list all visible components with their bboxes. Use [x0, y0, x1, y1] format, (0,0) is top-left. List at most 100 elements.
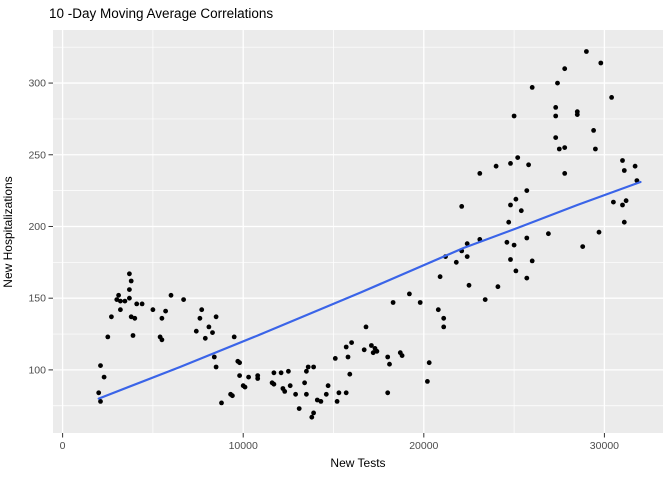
data-point: [441, 324, 447, 330]
y-tick-label: 150: [28, 293, 46, 305]
data-point: [464, 254, 470, 259]
data-point: [546, 231, 551, 237]
y-tick-label: 300: [28, 78, 46, 90]
data-point: [562, 145, 568, 151]
data-point: [526, 162, 531, 168]
x-axis-label: New Tests: [330, 456, 386, 470]
data-point: [282, 389, 288, 394]
data-point: [98, 399, 103, 404]
data-point: [246, 374, 252, 380]
data-point: [109, 314, 114, 320]
data-point: [493, 163, 499, 169]
data-point: [621, 219, 627, 225]
data-point: [511, 242, 517, 248]
data-point: [318, 399, 324, 404]
data-point: [150, 307, 156, 313]
data-point: [466, 282, 472, 288]
data-point: [159, 315, 165, 321]
data-point: [323, 391, 329, 397]
data-point: [553, 113, 559, 119]
data-point: [336, 390, 342, 396]
data-point: [453, 259, 459, 265]
plot-panel: [53, 30, 663, 433]
data-point: [230, 393, 235, 399]
data-point: [495, 284, 501, 290]
data-point: [286, 368, 291, 374]
data-point: [101, 374, 107, 380]
data-point: [464, 241, 470, 247]
data-point: [210, 330, 215, 335]
data-point: [504, 239, 510, 245]
data-point: [332, 356, 338, 361]
data-point: [311, 364, 316, 370]
data-point: [620, 202, 625, 208]
data-point: [278, 370, 284, 376]
data-point: [237, 360, 243, 366]
data-point: [596, 229, 602, 235]
y-tick-label: 250: [28, 149, 46, 161]
data-point: [304, 391, 309, 397]
data-point: [118, 307, 123, 313]
data-point: [345, 354, 351, 360]
data-point: [370, 350, 376, 356]
data-point: [620, 158, 625, 163]
data-point: [139, 301, 145, 307]
data-point: [231, 334, 237, 340]
data-point: [511, 113, 517, 119]
data-point: [417, 300, 423, 305]
data-point: [197, 315, 203, 321]
data-point: [361, 347, 367, 353]
data-point: [105, 334, 111, 340]
data-point: [482, 297, 488, 302]
data-point: [611, 199, 616, 205]
data-point: [334, 399, 340, 404]
data-point: [211, 354, 217, 360]
data-point: [314, 397, 320, 403]
data-point: [199, 307, 205, 313]
data-point: [302, 380, 307, 386]
data-point: [385, 390, 391, 396]
data-point: [219, 400, 224, 406]
data-point: [426, 360, 432, 366]
data-point: [163, 308, 169, 314]
data-point: [126, 271, 132, 277]
data-point: [242, 384, 248, 390]
trend-line: [97, 180, 642, 400]
data-point: [553, 135, 559, 141]
data-point: [593, 146, 598, 152]
data-point: [591, 127, 596, 133]
data-point: [343, 390, 349, 396]
data-point: [598, 60, 604, 66]
data-point: [347, 371, 353, 377]
data-point: [116, 292, 121, 298]
data-point: [363, 324, 369, 330]
data-point: [477, 171, 483, 176]
data-point: [293, 391, 298, 397]
data-point: [374, 348, 380, 354]
data-point: [387, 361, 392, 367]
data-point: [437, 274, 443, 280]
data-point: [96, 390, 102, 396]
data-point: [325, 383, 331, 389]
data-point: [399, 353, 405, 358]
data-point: [213, 364, 219, 370]
x-tick-label: 30000: [590, 440, 619, 452]
data-point: [385, 354, 391, 360]
data-point: [349, 340, 354, 345]
data-point: [623, 198, 629, 204]
data-point: [369, 343, 374, 348]
data-point: [390, 300, 396, 305]
data-point: [425, 379, 430, 384]
data-point: [529, 258, 535, 264]
data-point: [518, 208, 524, 214]
data-point: [506, 219, 512, 225]
data-point: [237, 373, 243, 378]
data-point: [271, 381, 277, 387]
data-point: [122, 298, 128, 304]
x-tick-label: 0: [60, 440, 66, 452]
data-point: [441, 315, 447, 321]
data-point: [114, 297, 120, 302]
data-point: [435, 307, 441, 313]
data-point: [609, 95, 614, 100]
x-tick-label: 10000: [229, 440, 258, 452]
